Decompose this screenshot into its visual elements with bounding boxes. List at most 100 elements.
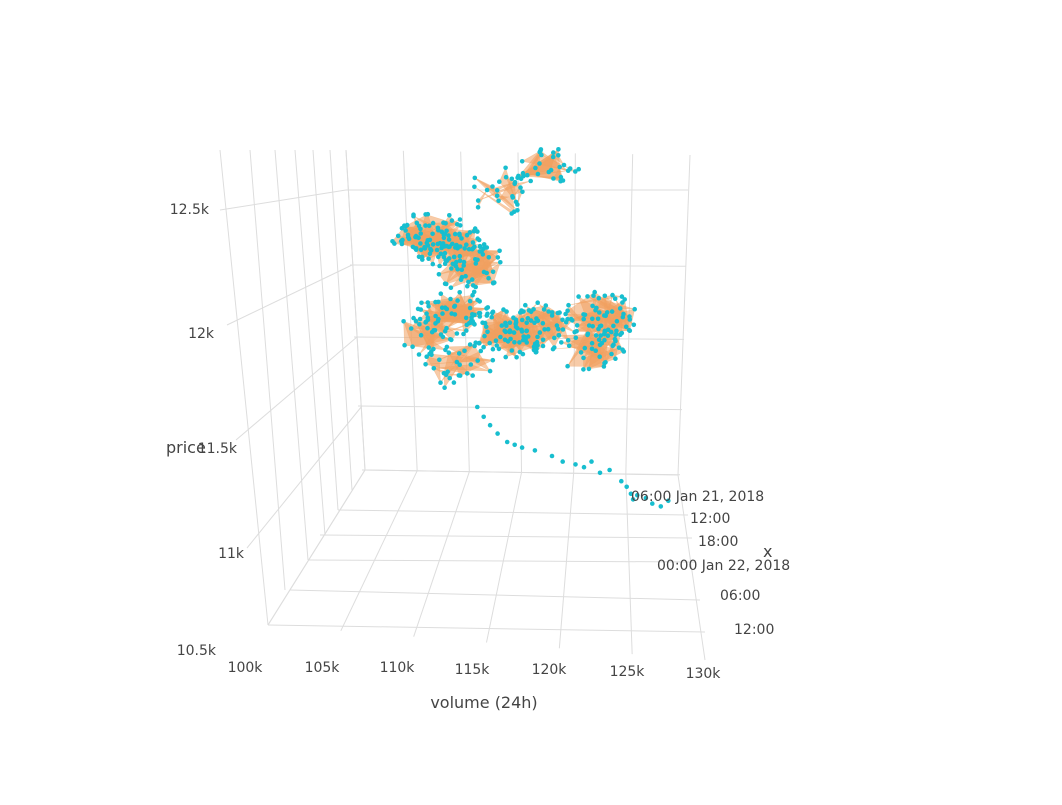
scatter-point[interactable]	[461, 263, 467, 268]
scatter-point[interactable]	[566, 343, 572, 349]
scatter-point[interactable]	[442, 328, 448, 334]
scatter-point[interactable]	[467, 298, 473, 304]
scatter-point[interactable]	[589, 346, 595, 352]
scatter-point[interactable]	[442, 261, 448, 267]
scatter-point[interactable]	[431, 346, 436, 352]
scatter-point[interactable]	[504, 309, 509, 314]
scatter-point[interactable]	[540, 343, 546, 349]
scatter-point[interactable]	[444, 306, 450, 312]
scatter-point[interactable]	[446, 350, 452, 356]
scatter-point[interactable]	[557, 164, 562, 170]
scatter-point[interactable]	[487, 340, 493, 346]
scatter-point[interactable]	[423, 212, 428, 217]
scatter-point[interactable]	[620, 300, 625, 305]
scatter-point[interactable]	[550, 346, 556, 352]
scatter-point[interactable]	[423, 223, 428, 228]
scatter-point[interactable]	[533, 165, 538, 171]
scatter-point[interactable]	[509, 348, 515, 353]
scatter-point[interactable]	[447, 375, 453, 381]
scatter-point[interactable]	[531, 344, 537, 349]
scatter-point[interactable]	[457, 244, 463, 249]
scatter-point[interactable]	[481, 269, 487, 275]
scatter-point[interactable]	[609, 329, 614, 335]
scatter-point[interactable]	[443, 281, 449, 287]
scatter-point[interactable]	[481, 242, 487, 247]
scatter-point[interactable]	[512, 340, 517, 345]
scatter-point[interactable]	[427, 351, 432, 357]
scatter-point[interactable]	[589, 459, 594, 464]
scatter-point[interactable]	[403, 228, 408, 233]
scatter-point[interactable]	[417, 316, 423, 322]
scatter-point[interactable]	[576, 294, 581, 299]
scatter-point[interactable]	[476, 341, 482, 346]
scatter-point[interactable]	[475, 404, 480, 410]
scatter-point[interactable]	[525, 316, 531, 321]
scatter-point[interactable]	[425, 300, 431, 305]
scatter-point[interactable]	[472, 244, 477, 249]
scatter-point[interactable]	[457, 231, 462, 237]
scatter-point[interactable]	[418, 247, 424, 253]
scatter-point[interactable]	[624, 484, 629, 490]
scatter-point[interactable]	[565, 338, 571, 343]
scatter-point[interactable]	[442, 250, 448, 256]
scatter-point[interactable]	[484, 187, 490, 193]
scatter-point[interactable]	[643, 495, 649, 501]
scatter-point[interactable]	[464, 328, 469, 333]
scatter-point[interactable]	[590, 324, 595, 329]
scatter-point[interactable]	[554, 323, 560, 328]
scatter-point[interactable]	[467, 230, 473, 235]
scatter-point[interactable]	[621, 311, 626, 317]
scatter-point[interactable]	[613, 338, 618, 344]
scatter-point[interactable]	[408, 326, 414, 331]
scatter-point[interactable]	[411, 212, 416, 217]
scatter-point[interactable]	[581, 316, 586, 322]
scatter-point[interactable]	[627, 314, 632, 319]
scatter-point[interactable]	[559, 340, 564, 345]
scatter-point[interactable]	[497, 248, 502, 254]
scatter-point[interactable]	[430, 242, 436, 247]
scatter-point[interactable]	[605, 333, 611, 339]
scatter-point[interactable]	[596, 337, 602, 343]
scatter-point[interactable]	[439, 305, 445, 311]
scatter-point[interactable]	[442, 385, 447, 391]
scatter-point[interactable]	[422, 246, 428, 251]
scatter-point[interactable]	[516, 173, 521, 179]
scatter-point[interactable]	[481, 246, 486, 251]
scatter-point[interactable]	[456, 373, 462, 378]
scatter-point[interactable]	[452, 312, 458, 317]
scatter-point[interactable]	[611, 323, 616, 329]
scatter-point[interactable]	[512, 179, 518, 185]
scatter-point[interactable]	[535, 334, 540, 340]
scatter-point[interactable]	[589, 340, 595, 346]
scatter-point[interactable]	[495, 255, 501, 260]
scatter-point[interactable]	[628, 491, 634, 497]
scatter-point[interactable]	[528, 178, 533, 184]
scatter-point[interactable]	[666, 498, 671, 504]
scatter-point[interactable]	[395, 233, 401, 239]
scatter-point[interactable]	[491, 280, 496, 286]
scatter-point[interactable]	[482, 333, 487, 339]
scatter-point[interactable]	[431, 366, 437, 371]
scatter-point[interactable]	[517, 340, 522, 345]
scatter-point[interactable]	[443, 258, 448, 263]
scatter-point[interactable]	[540, 321, 546, 326]
scatter-point[interactable]	[568, 316, 574, 322]
scatter-point[interactable]	[443, 221, 448, 226]
scatter-point[interactable]	[457, 290, 463, 295]
scatter-point[interactable]	[452, 303, 458, 309]
scatter-point[interactable]	[596, 326, 601, 332]
scatter-point[interactable]	[494, 193, 500, 199]
scatter-point[interactable]	[596, 295, 602, 301]
scatter-point[interactable]	[535, 171, 541, 177]
scatter-point[interactable]	[466, 246, 472, 252]
scatter-point[interactable]	[494, 188, 500, 193]
scatter-point[interactable]	[438, 380, 443, 386]
scatter-point[interactable]	[430, 231, 435, 237]
scatter-point[interactable]	[563, 319, 569, 325]
scatter-point[interactable]	[436, 272, 442, 277]
scatter-point[interactable]	[524, 320, 529, 326]
scatter-point[interactable]	[582, 345, 588, 351]
scatter-point[interactable]	[424, 354, 430, 360]
scatter-point[interactable]	[523, 302, 528, 308]
scatter-point[interactable]	[505, 339, 511, 344]
